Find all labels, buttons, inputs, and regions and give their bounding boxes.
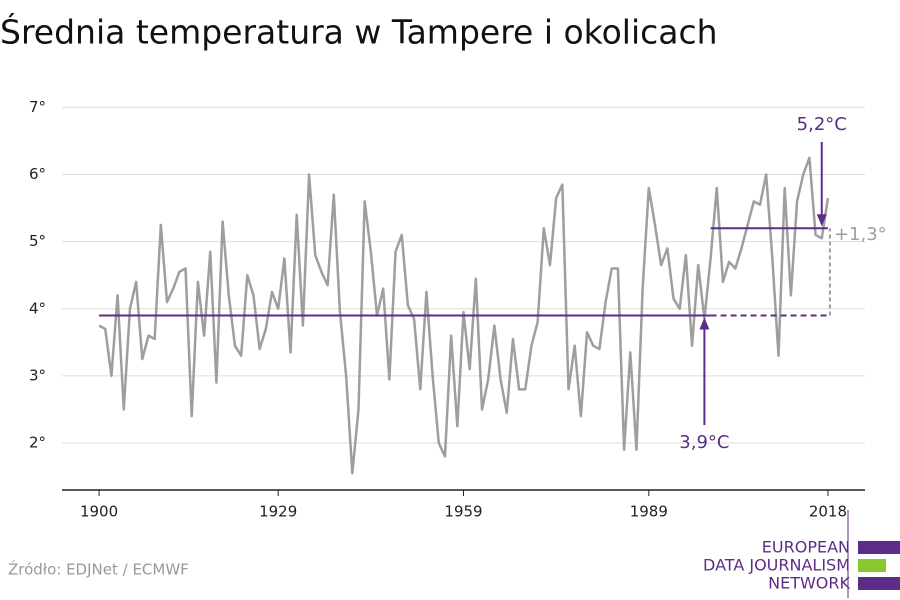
x-tick-label: 1900 bbox=[80, 503, 118, 521]
y-tick-label: 4° bbox=[29, 299, 46, 317]
logo-bar bbox=[858, 577, 900, 590]
logo-text: EUROPEAN bbox=[762, 538, 850, 557]
logo-text: DATA JOURNALISM bbox=[703, 556, 850, 575]
source: Źródło: EDJNet / ECMWF bbox=[8, 560, 189, 579]
x-tick-label: 2018 bbox=[809, 503, 847, 521]
arrow-head bbox=[816, 214, 827, 227]
y-tick-label: 7° bbox=[29, 98, 46, 116]
y-tick-label: 2° bbox=[29, 434, 46, 452]
y-tick-label: 5° bbox=[29, 232, 46, 250]
y-tick-label: 6° bbox=[29, 165, 46, 183]
arrow-head bbox=[699, 317, 710, 330]
logo: EUROPEAN DATA JOURNALISM NETWORK bbox=[703, 510, 900, 598]
y-tick-label: 3° bbox=[29, 366, 46, 384]
data-line bbox=[98, 156, 830, 475]
chart-title: Średnia temperatura w Tampere i okolicac… bbox=[0, 12, 718, 52]
annotation: +1,3° bbox=[834, 224, 887, 245]
x-tick-label: 1929 bbox=[259, 503, 297, 521]
annotation: 3,9°C bbox=[679, 432, 729, 453]
x-tick-label: 1989 bbox=[630, 503, 668, 521]
logo-bar bbox=[858, 559, 886, 572]
annotation: 5,2°C bbox=[797, 114, 847, 135]
x-tick-label: 1959 bbox=[444, 503, 482, 521]
logo-text: NETWORK bbox=[768, 574, 850, 593]
logo-bar bbox=[858, 541, 900, 554]
